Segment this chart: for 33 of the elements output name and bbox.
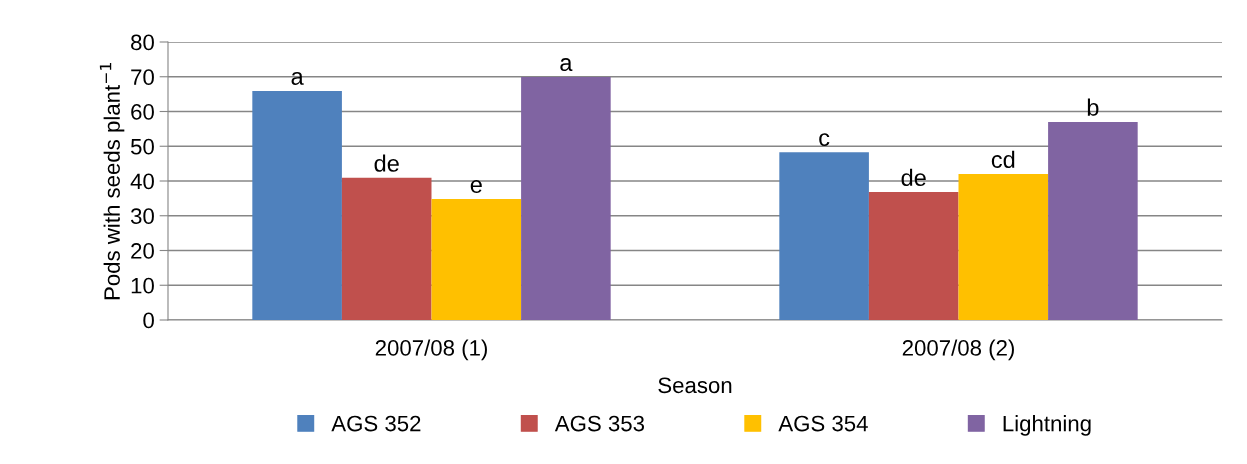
data-label: c [819,133,830,147]
y-tick-label: 20 [131,243,154,259]
bar [779,152,869,320]
y-tick-label: 60 [131,104,154,120]
x-tick-label: 2007/08 (2) [902,339,1014,361]
y-tick-label: 0 [143,312,154,329]
legend-label: Lightning [1003,415,1091,436]
data-label: b [1087,98,1099,116]
y-tick-label: 70 [131,69,154,86]
data-label: a [291,72,304,85]
y-tick-label: 40 [130,173,154,190]
legend-label: AGS 354 [778,415,868,432]
bar [341,177,432,320]
y-tick-label: 80 [131,34,154,51]
bar [431,199,522,320]
bar [1048,121,1138,320]
bar [958,174,1049,320]
y-axis-title: Pods with seeds plant$^{−1}$ [99,63,125,300]
y-tick-label: 50 [130,138,154,155]
data-label: de [374,154,399,172]
legend-label: AGS 353 [554,415,645,432]
y-tick-label: 30 [130,208,154,225]
bar [521,77,611,320]
data-label: cd [991,150,1015,168]
bar [868,192,959,320]
legend-label: AGS 352 [331,415,421,432]
data-label: e [470,180,482,194]
x-tick-label: 2007/08 (1) [375,339,487,361]
x-axis-title: Season [658,377,732,394]
bar [252,91,342,320]
data-label: de [901,168,926,187]
y-tick-label: 10 [131,277,154,294]
data-label: a [560,58,573,72]
